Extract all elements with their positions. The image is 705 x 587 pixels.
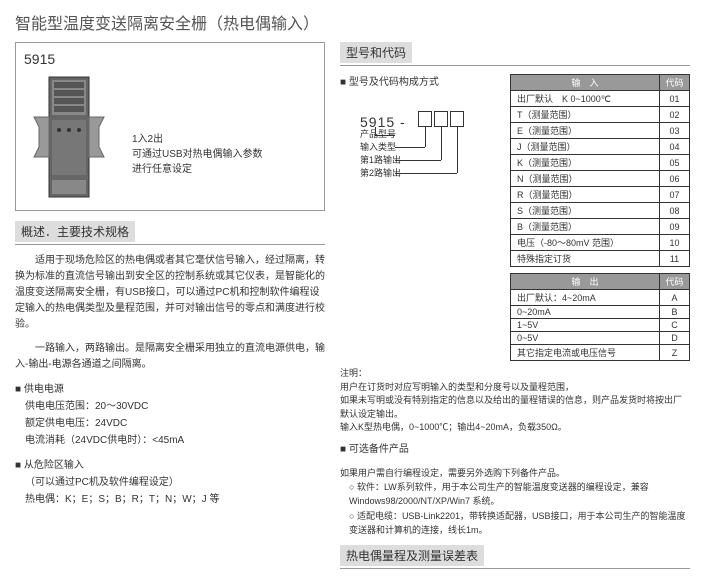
t1-r3-c0: J（测量范围） bbox=[511, 139, 660, 155]
opt-intro: 如果用户需自行编程设定，需要另外选购下列备件产品。 bbox=[340, 466, 690, 480]
left-column: 5915 bbox=[15, 42, 325, 577]
section-range-title: 热电偶量程及测量误差表 bbox=[340, 545, 484, 566]
power-voltage-range: 供电电压范围：20～30VDC bbox=[25, 398, 325, 415]
bullet-code: 型号及代码构成方式 bbox=[340, 74, 500, 91]
t2-r4-c1: Z bbox=[660, 345, 690, 361]
code-tables: 输 入代码 出厂默认 K 0~1000℃01 T（测量范围）02 E（测量范围）… bbox=[510, 74, 690, 361]
code-label-4: 第2路输出 bbox=[360, 168, 401, 180]
t1-r4-c1: 05 bbox=[660, 155, 690, 171]
input-code-table: 输 入代码 出厂默认 K 0~1000℃01 T（测量范围）02 E（测量范围）… bbox=[510, 74, 690, 267]
t2-r1-c1: B bbox=[660, 306, 690, 319]
hazard-note: （可以通过PC机及软件编程设定） bbox=[25, 474, 325, 491]
t1-r9-c1: 10 bbox=[660, 235, 690, 251]
t1-r0-c0: 出厂默认 K 0~1000℃ bbox=[511, 91, 660, 107]
opt-cable: 适配电缆：USB-Link2201，带转换适配器，USB接口，用于本公司生产的智… bbox=[349, 509, 690, 538]
output-code-table: 输 出代码 出厂默认：4~20mAA 0~20mAB 1~5VC 0~5VD 其… bbox=[510, 273, 690, 361]
bullet-hazard: 从危险区输入 bbox=[15, 457, 325, 474]
t1-r3-c1: 04 bbox=[660, 139, 690, 155]
t1-h1: 输 入 bbox=[511, 75, 660, 91]
t1-r5-c1: 06 bbox=[660, 171, 690, 187]
t2-r3-c0: 0~5V bbox=[511, 332, 660, 345]
t1-r7-c0: S（测量范围） bbox=[511, 203, 660, 219]
note-block: 注明： 用户在订货时对应写明输入的类型和分度号以及量程范围， 如果未写明或没有特… bbox=[340, 367, 690, 435]
t2-r4-c0: 其它指定电流或电压信号 bbox=[511, 345, 660, 361]
overview-paragraph-1: 适用于现场危险区的热电偶或者其它毫伏信号输入，经过隔离，转换为标准的直流信号输出… bbox=[15, 253, 325, 333]
page-title: 智能型温度变送隔离安全栅（热电偶输入） bbox=[15, 10, 690, 34]
t1-h2: 代码 bbox=[660, 75, 690, 91]
t2-r2-c0: 1~5V bbox=[511, 319, 660, 332]
opt-software: 软件：LW系列软件，用于本公司生产的智能温度变送器的编程设定，兼容 Window… bbox=[349, 480, 690, 509]
t1-r0-c1: 01 bbox=[660, 91, 690, 107]
power-list: 供电电源 供电电压范围：20～30VDC 额定供电电压：24VDC 电流消耗（2… bbox=[15, 381, 325, 449]
t1-r7-c1: 08 bbox=[660, 203, 690, 219]
t1-r2-c1: 03 bbox=[660, 123, 690, 139]
desc-line2: 可通过USB对热电偶输入参数 bbox=[132, 147, 263, 162]
note-line-2: 如果未写明或没有特别指定的信息以及给出的量程错误的信息，则产品发货时将按出厂默认… bbox=[340, 394, 690, 421]
t2-r0-c1: A bbox=[660, 290, 690, 306]
device-illustration bbox=[24, 72, 124, 202]
code-label-2: 输入类型 bbox=[360, 142, 396, 154]
note-title: 注明： bbox=[340, 367, 690, 381]
t2-h2: 代码 bbox=[660, 274, 690, 290]
code-number: 5915 - bbox=[360, 114, 406, 130]
t2-r2-c1: C bbox=[660, 319, 690, 332]
overview-paragraph-2: 一路输入，两路输出。是隔离安全栅采用独立的直流电源供电，输入-输出-电源各通道之… bbox=[15, 341, 325, 373]
section-overview: 概述．主要技术规格 bbox=[15, 221, 325, 245]
bullet-optional: 可选备件产品 bbox=[340, 441, 690, 458]
product-description: 1入2出 可通过USB对热电偶输入参数 进行任意设定 bbox=[132, 132, 263, 177]
section-overview-title: 概述．主要技术规格 bbox=[15, 221, 135, 242]
code-label-1: 产品型号 bbox=[360, 129, 396, 141]
code-box-3 bbox=[450, 111, 464, 127]
right-column: 型号和代码 型号及代码构成方式 5915 - 产品型号 bbox=[340, 42, 690, 577]
product-box: 5915 bbox=[15, 42, 325, 211]
t2-r1-c0: 0~20mA bbox=[511, 306, 660, 319]
t2-h1: 输 出 bbox=[511, 274, 660, 290]
t1-r1-c1: 02 bbox=[660, 107, 690, 123]
t1-r6-c0: R（测量范围） bbox=[511, 187, 660, 203]
bullet-power: 供电电源 bbox=[15, 381, 325, 398]
code-box-1 bbox=[418, 111, 432, 127]
power-current: 电流消耗（24VDC供电时）：<45mA bbox=[25, 432, 325, 449]
t1-r4-c0: K（测量范围） bbox=[511, 155, 660, 171]
code-label-3: 第1路输出 bbox=[360, 155, 401, 167]
note-line-1: 用户在订货时对应写明输入的类型和分度号以及量程范围， bbox=[340, 381, 690, 395]
t1-r5-c0: N（测量范围） bbox=[511, 171, 660, 187]
hazard-types: 热电偶：K；E；S；B；R；T；N；W；J 等 bbox=[25, 491, 325, 508]
optional-parts: 如果用户需自行编程设定，需要另外选购下列备件产品。 软件：LW系列软件，用于本公… bbox=[340, 466, 690, 538]
t1-r2-c0: E（测量范围） bbox=[511, 123, 660, 139]
t1-r8-c0: B（测量范围） bbox=[511, 219, 660, 235]
section-model-title: 型号和代码 bbox=[340, 42, 412, 63]
code-diagram: 5915 - 产品型号 输入类型 第1路输出 第2路输出 bbox=[360, 99, 500, 194]
power-rated-voltage: 额定供电电压：24VDC bbox=[25, 415, 325, 432]
desc-line3: 进行任意设定 bbox=[132, 162, 263, 177]
t2-r0-c0: 出厂默认：4~20mA bbox=[511, 290, 660, 306]
t1-r10-c1: 11 bbox=[660, 251, 690, 267]
note-line-3: 输入K型热电偶，0~1000℃；输出4~20mA，负载350Ω。 bbox=[340, 421, 690, 435]
t1-r9-c0: 电压（-80～80mV 范围） bbox=[511, 235, 660, 251]
product-number: 5915 bbox=[24, 51, 316, 67]
code-box-2 bbox=[434, 111, 448, 127]
hazard-list: 从危险区输入 （可以通过PC机及软件编程设定） 热电偶：K；E；S；B；R；T；… bbox=[15, 457, 325, 508]
t2-r3-c1: D bbox=[660, 332, 690, 345]
t1-r8-c1: 09 bbox=[660, 219, 690, 235]
t1-r10-c0: 特殊指定订货 bbox=[511, 251, 660, 267]
t1-r6-c1: 07 bbox=[660, 187, 690, 203]
section-range: 热电偶量程及测量误差表 bbox=[340, 545, 690, 569]
section-model: 型号和代码 bbox=[340, 42, 690, 66]
desc-line1: 1入2出 bbox=[132, 132, 263, 147]
t1-r1-c0: T（测量范围） bbox=[511, 107, 660, 123]
code-boxes bbox=[418, 111, 464, 127]
